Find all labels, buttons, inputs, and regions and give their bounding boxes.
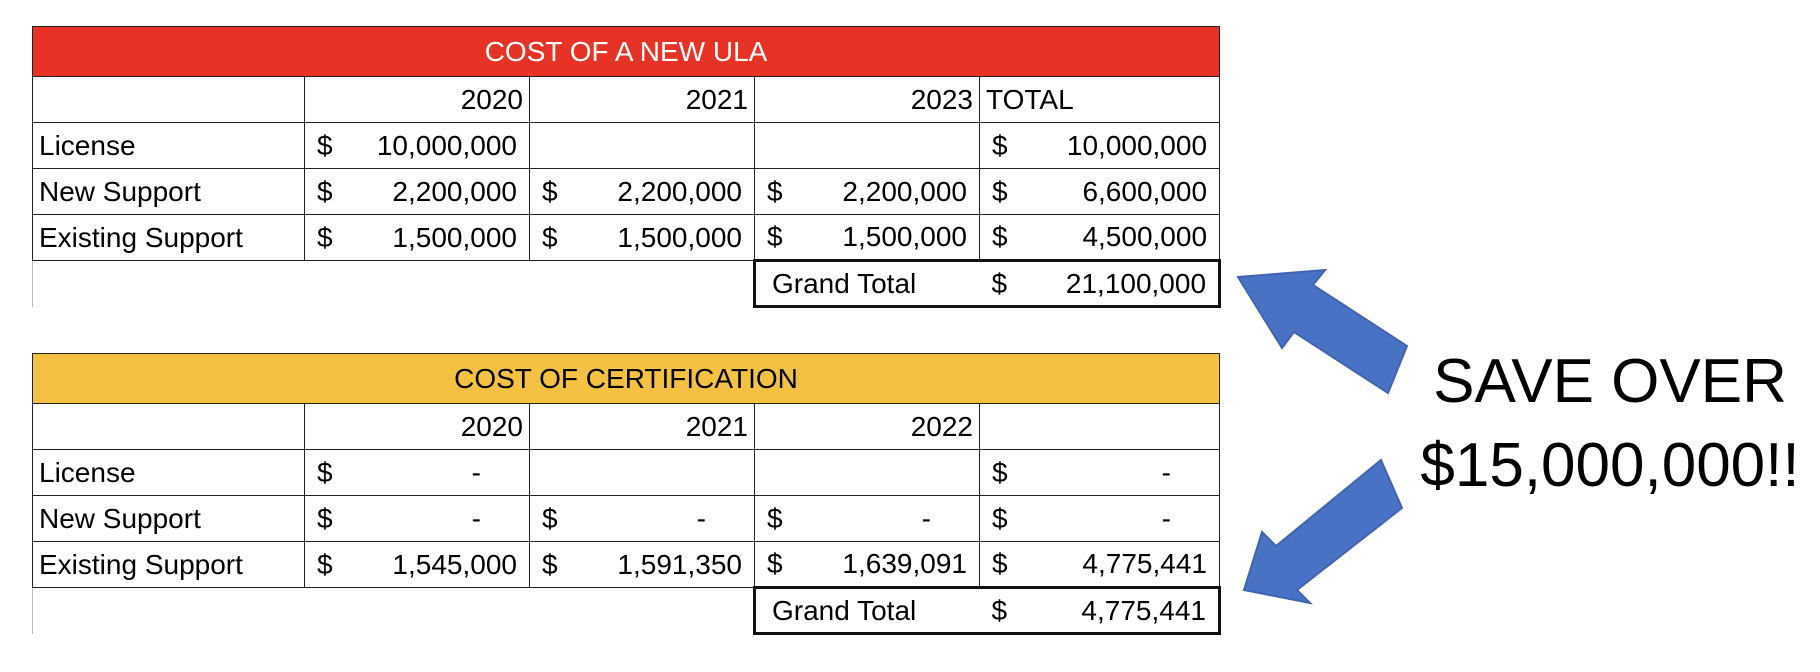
- row-label: License: [32, 449, 305, 496]
- value-cell: $ -: [754, 495, 980, 542]
- callout-line-1: SAVE OVER: [1433, 347, 1787, 416]
- currency-symbol: $: [542, 502, 558, 534]
- value-cell: $1,591,350: [529, 541, 755, 588]
- table-row: Existing Support $1,500,000 $1,500,000 $…: [32, 214, 1221, 261]
- currency-symbol: $: [992, 502, 1008, 534]
- amount: 1,500,000: [392, 221, 517, 253]
- currency-symbol: $: [317, 129, 333, 161]
- currency-symbol: $: [317, 502, 333, 534]
- amount: 6,600,000: [1082, 175, 1208, 207]
- total-cell: $4,775,441: [979, 541, 1220, 588]
- table-row: New Support $ - $ - $ - $ -: [32, 495, 1220, 542]
- value-cell: $10,000,000: [304, 122, 530, 169]
- grand-total-value: $21,100,000: [979, 259, 1222, 308]
- blank-cell: [32, 587, 305, 634]
- amount: 2,200,000: [392, 175, 517, 207]
- year-header: 2021: [529, 403, 755, 450]
- currency-symbol: $: [317, 221, 333, 253]
- total-header: TOTAL: [978, 76, 1221, 123]
- value-cell: $1,500,000: [529, 214, 755, 261]
- arrow-up-left-icon: [1236, 268, 1409, 395]
- grand-total-row: Grand Total $21,100,000: [32, 259, 1222, 308]
- amount: 2,200,000: [617, 175, 742, 207]
- amount: -: [1161, 456, 1171, 488]
- callout-line-2: $15,000,000!!: [1420, 431, 1800, 500]
- currency-symbol: $: [767, 502, 783, 534]
- amount: 4,775,441: [1082, 548, 1207, 579]
- currency-symbol: $: [767, 175, 783, 207]
- arrow-down-left-icon: [1242, 458, 1404, 605]
- currency-symbol: $: [317, 175, 333, 207]
- currency-symbol: $: [992, 175, 1008, 207]
- table-row: New Support $2,200,000 $2,200,000 $2,200…: [32, 168, 1221, 215]
- amount: 1,639,091: [842, 548, 967, 579]
- grand-total-value: $4,775,441: [979, 586, 1221, 635]
- currency-symbol: $: [767, 221, 783, 252]
- certification-cost-table: COST OF CERTIFICATION 2020 2021 2022 Lic…: [32, 353, 1221, 635]
- currency-symbol: $: [542, 548, 558, 580]
- currency-symbol: $: [317, 456, 333, 488]
- value-cell: $1,545,000: [304, 541, 530, 588]
- header-blank-cell: [32, 403, 305, 450]
- currency-symbol: $: [542, 221, 558, 253]
- value-cell: $1,500,000: [754, 214, 980, 261]
- amount: -: [1161, 502, 1171, 534]
- row-label: Existing Support: [32, 541, 305, 588]
- amount: -: [921, 502, 931, 534]
- currency-symbol: $: [992, 221, 1008, 252]
- row-label: Existing Support: [32, 214, 305, 261]
- value-cell: $2,200,000: [754, 168, 980, 215]
- total-header: [979, 403, 1220, 450]
- cert-header-row: 2020 2021 2022: [32, 403, 1220, 450]
- value-cell: $2,200,000: [304, 168, 530, 215]
- grand-total-row: Grand Total $4,775,441: [32, 586, 1221, 635]
- currency-symbol: $: [991, 267, 1008, 299]
- value-cell: $ -: [304, 495, 530, 542]
- grand-total-label: Grand Total: [753, 259, 980, 308]
- table-row: Existing Support $1,545,000 $1,591,350 $…: [32, 541, 1220, 588]
- amount: 1,500,000: [842, 221, 967, 252]
- amount: -: [696, 502, 706, 534]
- table-row: License $10,000,000 $10,000,000: [32, 122, 1221, 169]
- ula-title: COST OF A NEW ULA: [31, 26, 1221, 77]
- value-cell: [529, 449, 755, 496]
- value-cell: $1,639,091: [754, 541, 980, 588]
- grand-total-label: Grand Total: [753, 586, 980, 635]
- currency-symbol: $: [542, 175, 558, 207]
- amount: 4,775,441: [1081, 594, 1206, 626]
- amount: -: [471, 456, 481, 488]
- amount: 10,000,000: [1066, 129, 1208, 161]
- total-cell: $10,000,000: [978, 122, 1221, 169]
- amount: 21,100,000: [1065, 267, 1207, 299]
- year-header: 2020: [304, 76, 530, 123]
- currency-symbol: $: [992, 456, 1008, 488]
- ula-title-row: COST OF A NEW ULA: [31, 26, 1221, 77]
- total-cell: $6,600,000: [978, 168, 1221, 215]
- currency-symbol: $: [991, 594, 1008, 626]
- amount: 1,545,000: [392, 548, 517, 580]
- value-cell: $ -: [304, 449, 530, 496]
- amount: 10,000,000: [376, 129, 517, 161]
- total-cell: $4,500,000: [978, 214, 1221, 261]
- row-label: New Support: [32, 495, 305, 542]
- currency-symbol: $: [767, 548, 783, 579]
- savings-callout: SAVE OVER $15,000,000!!: [1410, 340, 1810, 508]
- currency-symbol: $: [992, 548, 1008, 579]
- value-cell: [754, 122, 980, 169]
- value-cell: $1,500,000: [304, 214, 530, 261]
- year-header: 2020: [304, 403, 530, 450]
- currency-symbol: $: [317, 548, 333, 580]
- row-label: New Support: [32, 168, 305, 215]
- amount: -: [471, 502, 481, 534]
- amount: 2,200,000: [842, 175, 967, 207]
- ula-cost-table: COST OF A NEW ULA 2020 2021 2023 TOTAL L…: [31, 26, 1222, 308]
- amount: 4,500,000: [1082, 221, 1208, 252]
- value-cell: $ -: [529, 495, 755, 542]
- currency-symbol: $: [992, 129, 1008, 161]
- amount: 1,500,000: [617, 221, 742, 253]
- blank-cell: [32, 260, 305, 307]
- amount: 1,591,350: [617, 548, 742, 580]
